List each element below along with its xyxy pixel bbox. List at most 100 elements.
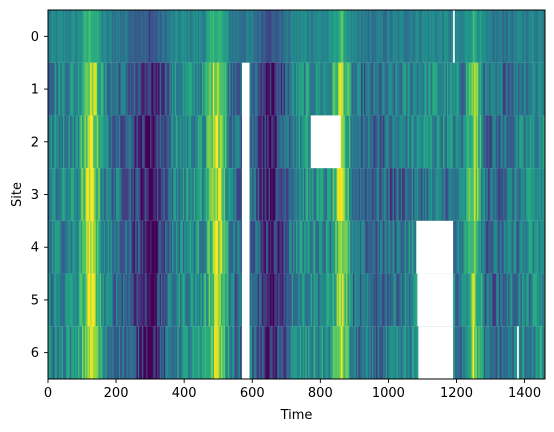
heatmap-cell [230, 326, 233, 379]
heatmap-cell [294, 115, 297, 169]
heatmap-cell [470, 115, 472, 169]
heatmap-cell [318, 273, 321, 327]
heatmap-cell [53, 326, 56, 379]
heatmap-cell [256, 62, 259, 116]
heatmap-cell [151, 273, 154, 327]
heatmap-cell [239, 62, 242, 116]
heatmap-cell [348, 62, 351, 116]
heatmap-cell [459, 115, 461, 169]
heatmap-cell [76, 273, 79, 327]
heatmap-cell [415, 115, 418, 169]
heatmap-cell [280, 168, 283, 221]
heatmap-cell [487, 115, 490, 169]
heatmap-cell [131, 273, 133, 327]
heatmap-cell [148, 273, 151, 327]
heatmap-cell [470, 273, 472, 327]
heatmap-cell [505, 115, 508, 169]
heatmap-cell [542, 62, 545, 116]
heatmap-cell [185, 168, 188, 221]
heatmap-cell [110, 168, 113, 221]
heatmap-cell [54, 168, 57, 221]
heatmap-cell [269, 220, 272, 274]
heatmap-cell [91, 62, 94, 116]
heatmap-cell [351, 273, 354, 327]
heatmap-cell [233, 326, 235, 379]
heatmap-cell [382, 220, 385, 274]
heatmap-cell [57, 168, 60, 221]
heatmap-cell [374, 62, 377, 116]
heatmap-cell [308, 326, 310, 379]
heatmap-cell [167, 10, 170, 63]
heatmap-cell [126, 326, 129, 379]
heatmap-cell [481, 10, 483, 63]
heatmap-cell [71, 273, 73, 327]
heatmap-cell [166, 273, 169, 327]
heatmap-cell [527, 273, 530, 327]
heatmap-cell [128, 220, 131, 274]
heatmap-cell [193, 115, 196, 169]
heatmap-cell [196, 62, 199, 116]
heatmap-cell [329, 326, 332, 379]
heatmap-cell [323, 220, 325, 274]
heatmap-cell [348, 220, 351, 274]
heatmap-cell [399, 326, 402, 379]
heatmap-cell [212, 10, 215, 63]
heatmap-cell [365, 62, 368, 116]
heatmap-cell [152, 220, 155, 274]
heatmap-cell [150, 220, 152, 274]
heatmap-cell [49, 115, 52, 169]
heatmap-cell [82, 168, 84, 221]
heatmap-cell [295, 115, 298, 169]
heatmap-cell [189, 326, 192, 379]
heatmap-cell [512, 326, 515, 379]
heatmap-cell [141, 10, 144, 63]
heatmap-cell [339, 62, 342, 116]
heatmap-cell [295, 10, 298, 63]
heatmap-cell [215, 115, 218, 169]
heatmap-cell [60, 220, 63, 274]
heatmap-cell [324, 62, 327, 116]
heatmap-cell [297, 220, 299, 274]
heatmap-cell [68, 220, 71, 274]
heatmap-cell [467, 62, 470, 116]
heatmap-cell [490, 62, 493, 116]
heatmap-cell [380, 168, 382, 221]
heatmap-cell [65, 326, 68, 379]
heatmap-cell [517, 115, 520, 169]
heatmap-cell [538, 168, 540, 221]
heatmap-cell [434, 168, 437, 221]
heatmap-cell [162, 168, 165, 221]
heatmap-cell [52, 273, 54, 327]
heatmap-cell [238, 115, 241, 169]
heatmap-cell [175, 220, 178, 274]
heatmap-cell [229, 220, 231, 274]
heatmap-cell [342, 62, 344, 116]
heatmap-cell [519, 220, 521, 274]
heatmap-cell [456, 62, 459, 116]
heatmap-cell [269, 168, 272, 221]
heatmap-cell [291, 326, 294, 379]
heatmap-cell [294, 326, 297, 379]
heatmap-cell [147, 115, 150, 169]
heatmap-cell [249, 10, 252, 63]
heatmap-cell [147, 10, 150, 63]
heatmap-cell [452, 326, 455, 379]
heatmap-cell [434, 10, 437, 63]
heatmap-cell [299, 115, 302, 169]
heatmap-cell [313, 62, 316, 116]
heatmap-cell [48, 273, 50, 327]
heatmap-cell [203, 10, 205, 63]
heatmap-cell [143, 326, 146, 379]
heatmap-cell [425, 62, 427, 116]
heatmap-cell [290, 168, 293, 221]
heatmap-cell [373, 115, 376, 169]
heatmap-cell [471, 326, 474, 379]
heatmap-cell [114, 168, 117, 221]
heatmap-cell [218, 10, 220, 63]
heatmap-cell [60, 326, 63, 379]
heatmap-cell [316, 10, 318, 63]
heatmap-cell [485, 115, 487, 169]
heatmap-cell [456, 115, 459, 169]
heatmap-cell [474, 168, 476, 221]
heatmap-cell [169, 168, 171, 221]
